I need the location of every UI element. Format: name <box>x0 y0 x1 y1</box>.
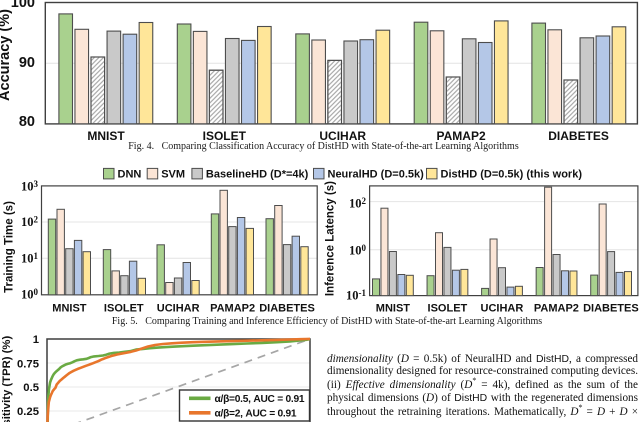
svg-text:DistHD (D=0.5k) (this work): DistHD (D=0.5k) (this work) <box>441 169 583 181</box>
svg-text:BaselineHD (D*=4k): BaselineHD (D*=4k) <box>206 169 309 181</box>
svg-text:100: 100 <box>21 287 39 302</box>
svg-text:102: 102 <box>349 196 367 211</box>
svg-text:UCIHAR: UCIHAR <box>319 129 366 143</box>
svg-text:DIABETES: DIABETES <box>259 302 315 314</box>
svg-text:PAMAP2: PAMAP2 <box>210 302 255 314</box>
svg-text:MNIST: MNIST <box>376 302 411 314</box>
svg-text:10-1: 10-1 <box>346 288 366 303</box>
svg-text:1: 1 <box>33 334 39 346</box>
svg-text:DIABETES: DIABETES <box>583 302 639 314</box>
svg-text:ISOLET: ISOLET <box>428 302 468 314</box>
svg-text:NeuralHD (D=0.5k): NeuralHD (D=0.5k) <box>328 169 425 181</box>
svg-text:101: 101 <box>21 251 39 266</box>
svg-text:α/β=0.5, AUC = 0.91: α/β=0.5, AUC = 0.91 <box>215 394 305 405</box>
svg-text:100: 100 <box>11 0 35 11</box>
svg-text:80: 80 <box>19 114 35 130</box>
svg-text:UCIHAR: UCIHAR <box>157 302 200 314</box>
svg-text:ISOLET: ISOLET <box>104 302 144 314</box>
svg-text:0.75: 0.75 <box>17 358 39 370</box>
svg-text:DIABETES: DIABETES <box>548 129 609 143</box>
svg-text:MNIST: MNIST <box>52 302 87 314</box>
svg-text:UCIHAR: UCIHAR <box>481 302 524 314</box>
svg-text:100: 100 <box>349 243 367 258</box>
svg-text:0.25: 0.25 <box>17 406 39 418</box>
svg-text:90: 90 <box>19 55 35 71</box>
svg-text:102: 102 <box>21 215 39 230</box>
svg-text:Accuracy (%): Accuracy (%) <box>0 9 13 101</box>
svg-text:SVM: SVM <box>161 169 185 181</box>
svg-text:PAMAP2: PAMAP2 <box>534 302 579 314</box>
svg-text:Training Time (s): Training Time (s) <box>4 201 16 293</box>
svg-text:Sensitivity (TPR) (%): Sensitivity (TPR) (%) <box>1 336 13 422</box>
svg-text:0.5: 0.5 <box>23 382 39 394</box>
svg-text:MNIST: MNIST <box>87 129 125 143</box>
svg-text:DNN: DNN <box>118 169 142 181</box>
svg-text:ISOLET: ISOLET <box>203 129 247 143</box>
svg-text:α/β=2, AUC = 0.91: α/β=2, AUC = 0.91 <box>215 409 297 420</box>
svg-text:PAMAP2: PAMAP2 <box>437 129 486 143</box>
svg-text:Inference Latency (s): Inference Latency (s) <box>325 181 337 296</box>
svg-text:103: 103 <box>21 179 39 194</box>
